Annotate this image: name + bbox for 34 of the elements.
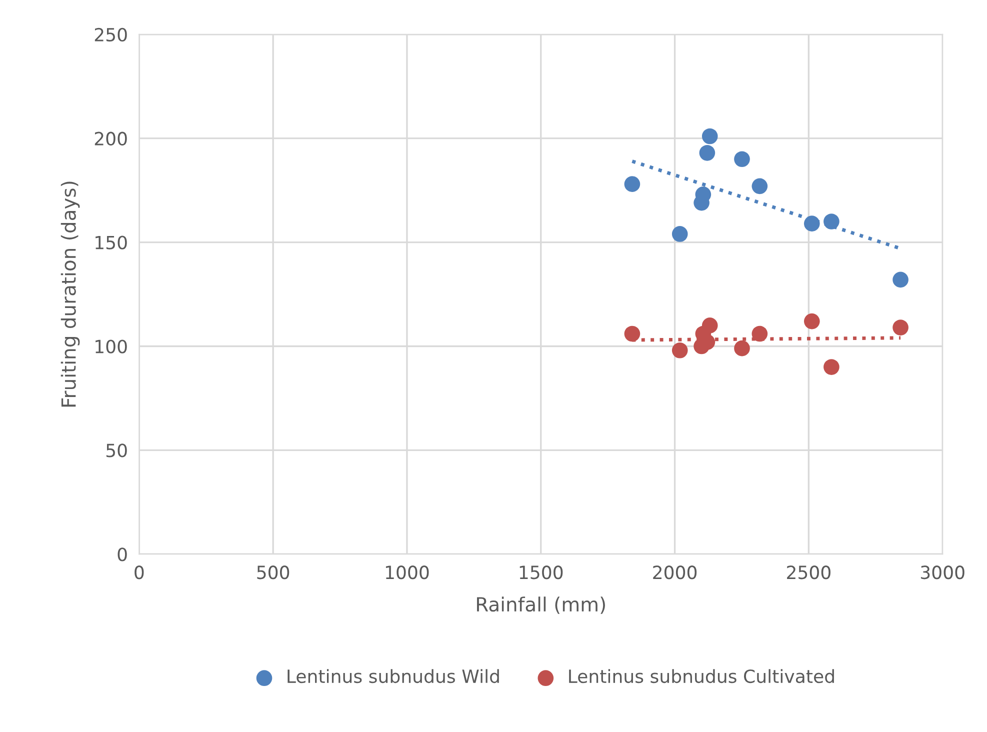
point bbox=[699, 144, 716, 161]
point bbox=[702, 318, 718, 334]
point bbox=[624, 176, 640, 192]
x-tick-label: 3000 bbox=[920, 566, 964, 580]
x-tick-label: 1500 bbox=[520, 566, 563, 580]
point bbox=[734, 340, 750, 356]
x-axis-title: Rainfall (mm) bbox=[477, 596, 605, 614]
point bbox=[824, 214, 840, 230]
point bbox=[824, 359, 840, 375]
legend-label: Lentinus subnudus Wild bbox=[288, 669, 499, 684]
x-tick-label: 2500 bbox=[787, 566, 830, 580]
x-tick-label: 0 bbox=[134, 566, 144, 580]
x-tick-label: 1000 bbox=[386, 566, 429, 580]
x-tick-label: 2000 bbox=[653, 566, 697, 580]
point bbox=[672, 226, 688, 242]
x-tick-label: 500 bbox=[257, 566, 290, 580]
point bbox=[702, 128, 718, 144]
point bbox=[892, 272, 908, 288]
y-tick-label: 100 bbox=[96, 340, 127, 354]
point bbox=[624, 326, 640, 342]
y-axis-title: Fruiting duration (days) bbox=[60, 182, 80, 407]
point bbox=[892, 320, 908, 336]
y-tick-label: 200 bbox=[94, 132, 127, 146]
y-tick-label: 150 bbox=[96, 236, 127, 250]
point bbox=[752, 178, 768, 194]
y-tick-label: 250 bbox=[94, 28, 127, 42]
y-tick-label: 0 bbox=[118, 548, 127, 562]
legend-label: Lentinus subnudus Cultivated bbox=[569, 669, 834, 684]
y-tick-label: 50 bbox=[106, 444, 127, 458]
point bbox=[804, 216, 820, 232]
point bbox=[752, 326, 768, 342]
point bbox=[804, 313, 820, 330]
point bbox=[734, 151, 750, 168]
point bbox=[672, 342, 688, 358]
